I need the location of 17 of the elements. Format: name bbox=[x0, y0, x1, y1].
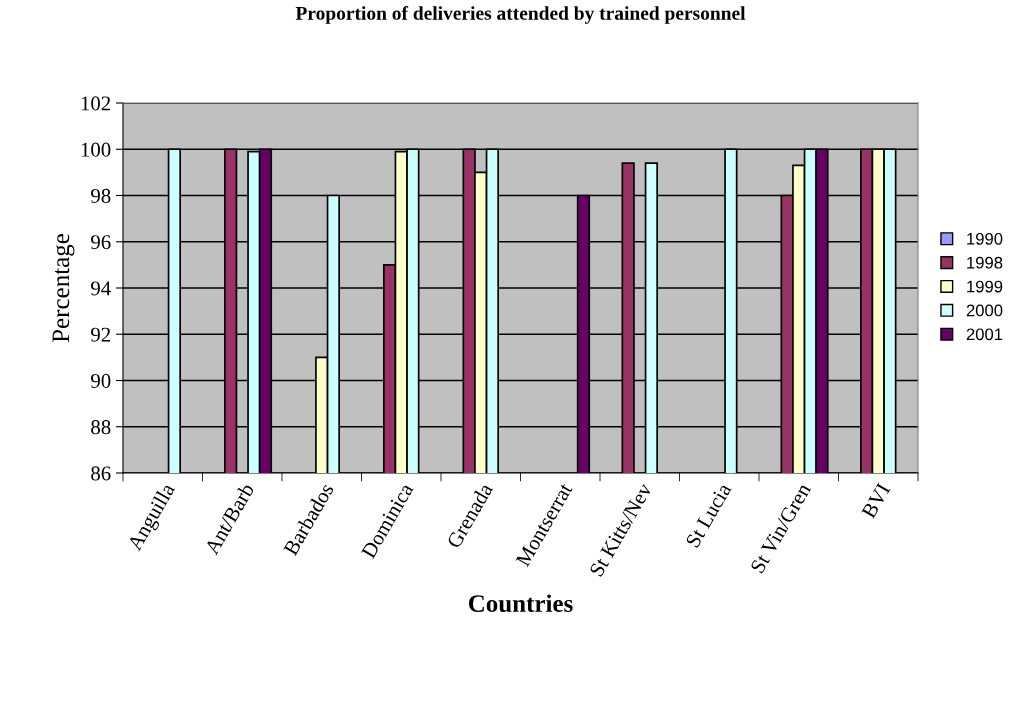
y-tick-label: 90 bbox=[91, 373, 111, 388]
y-tick-label: 92 bbox=[91, 327, 111, 342]
y-tick-label: 98 bbox=[91, 188, 111, 203]
legend-label: 1999 bbox=[967, 280, 1003, 293]
y-tick-label: 94 bbox=[91, 281, 111, 296]
legend-label: 1990 bbox=[967, 232, 1003, 245]
y-tick-label: 96 bbox=[91, 235, 111, 250]
y-tick-label: 102 bbox=[81, 96, 111, 111]
y-axis-title: Percentage bbox=[52, 234, 75, 343]
y-tick-label: 100 bbox=[81, 142, 111, 157]
y-tick-label: 86 bbox=[91, 466, 111, 481]
y-tick-label: 88 bbox=[91, 420, 111, 435]
legend-label: 2001 bbox=[966, 328, 1003, 341]
x-axis-title: Countries bbox=[468, 594, 573, 613]
chart-title: Proportion of deliveries attended by trained personnel bbox=[295, 5, 746, 24]
legend-label: 1998 bbox=[967, 256, 1003, 269]
legend-label: 2000 bbox=[966, 304, 1003, 317]
